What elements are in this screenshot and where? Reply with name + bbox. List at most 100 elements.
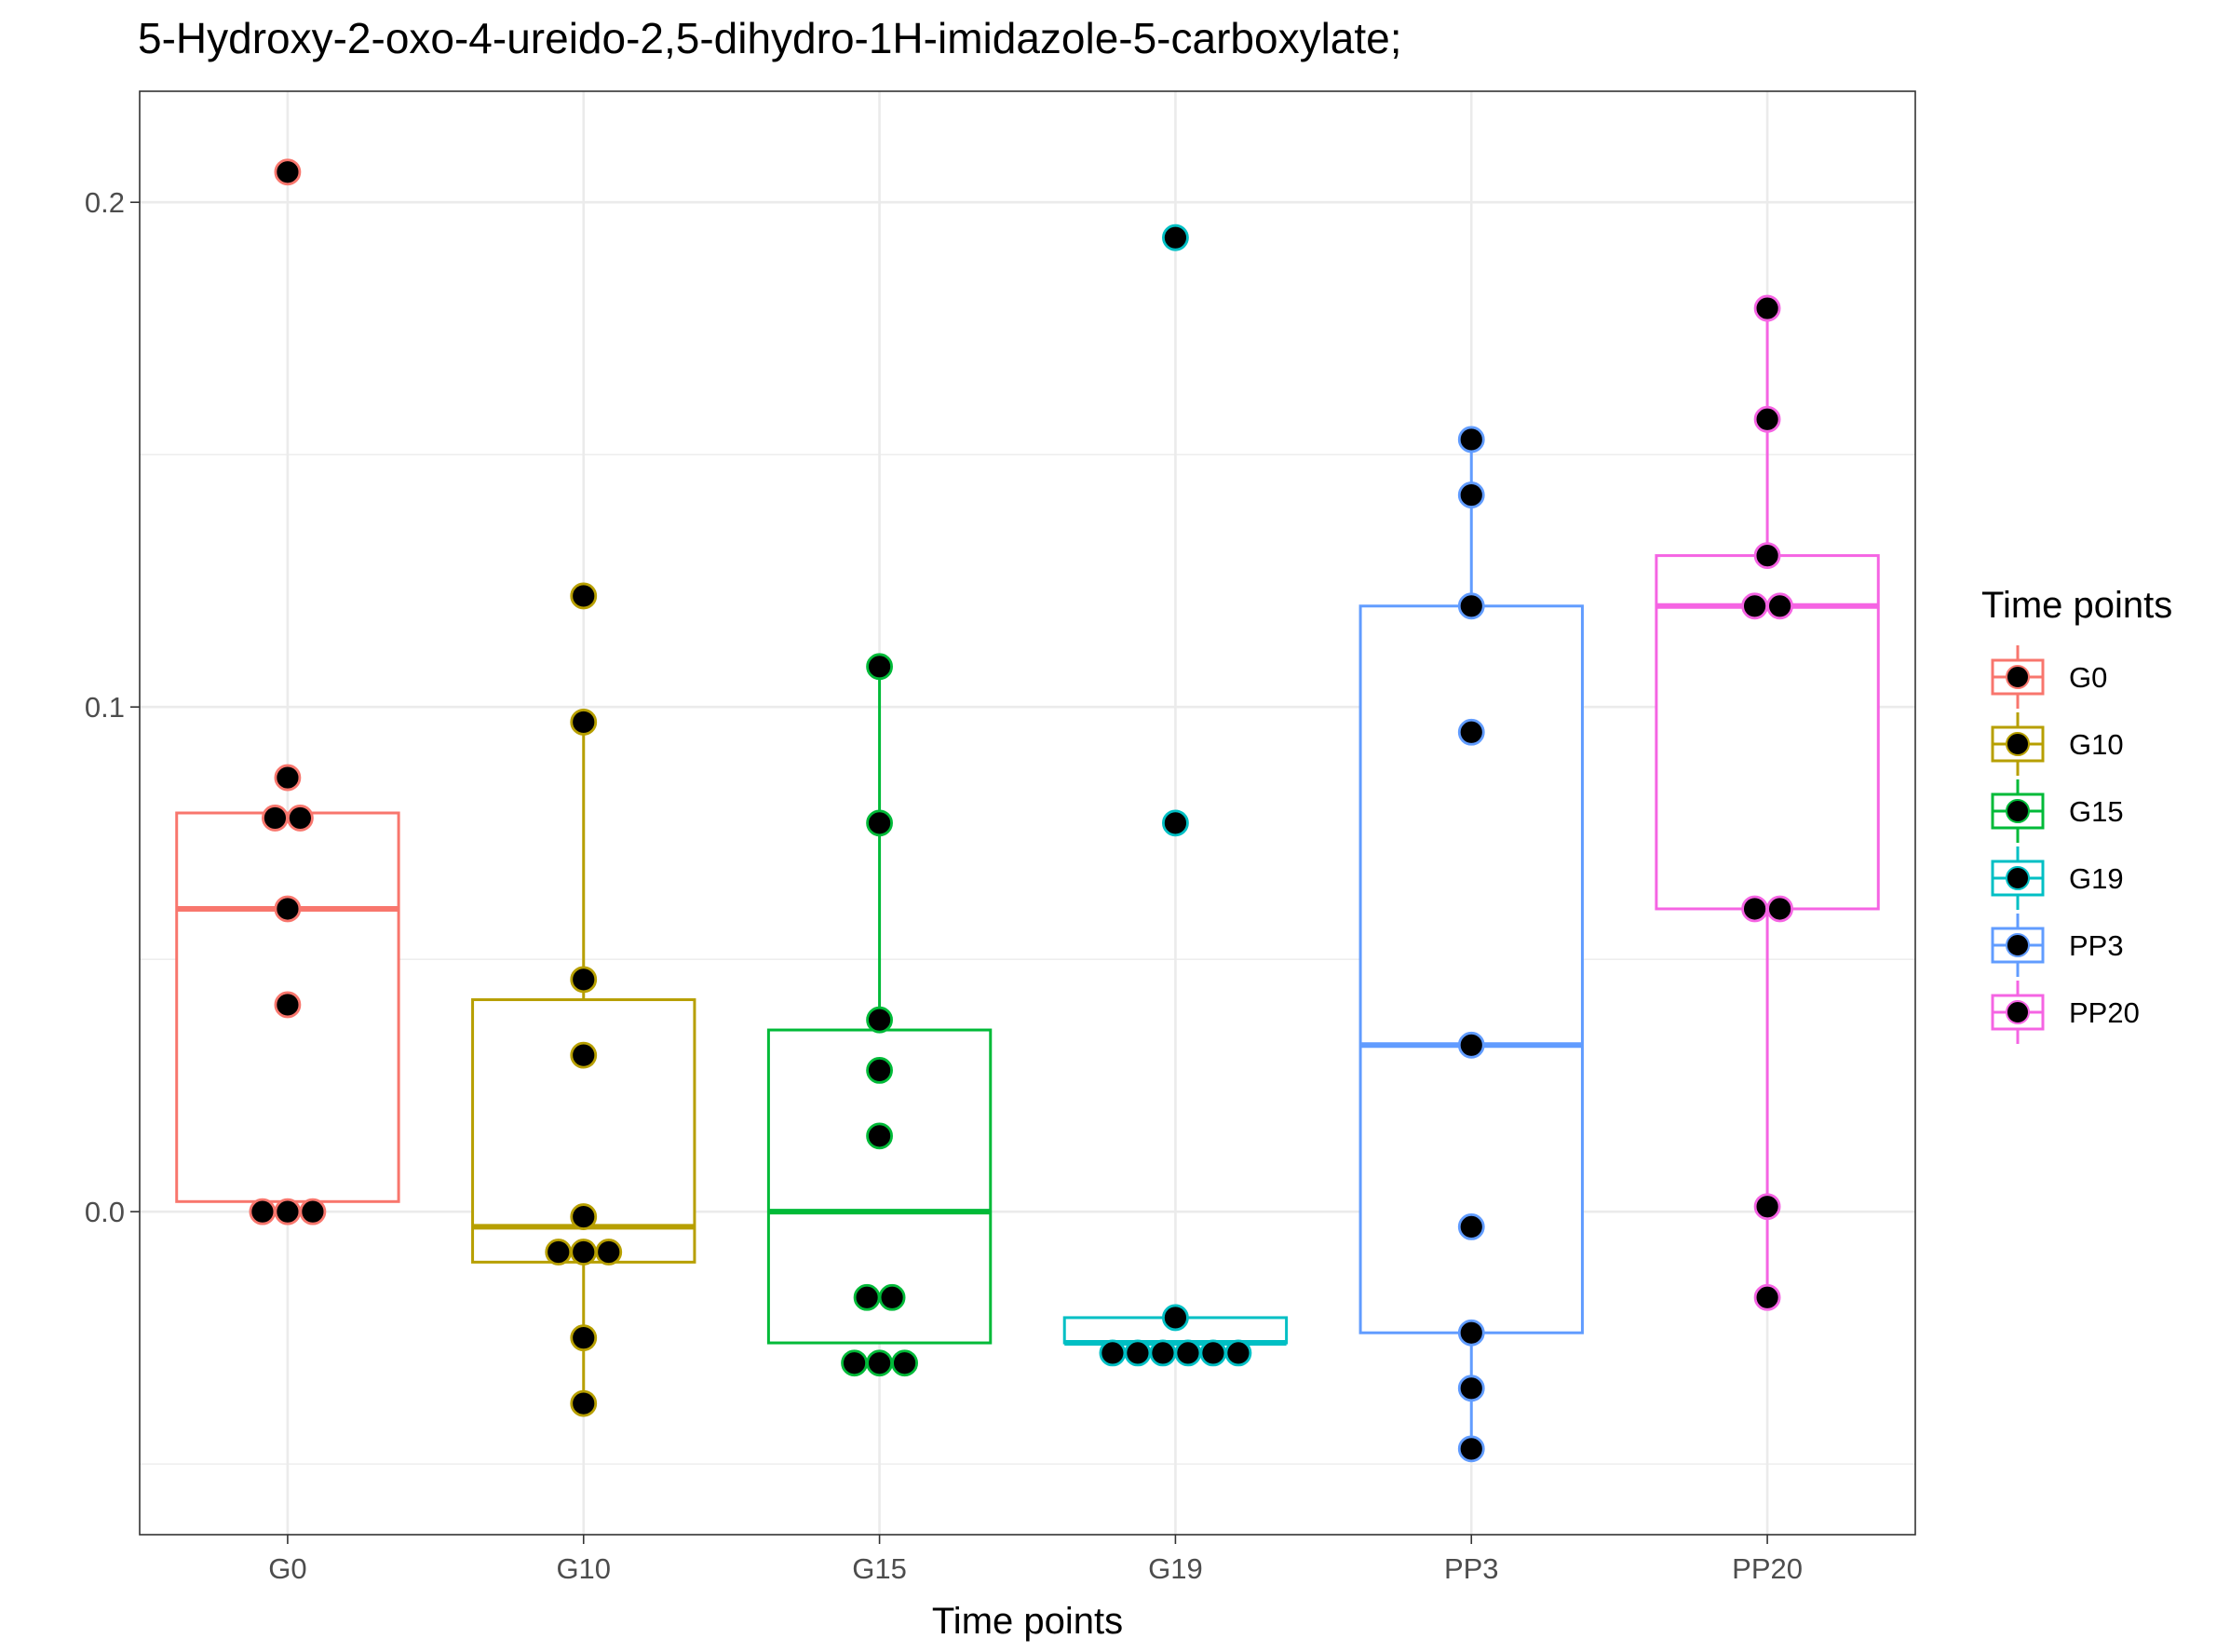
legend-key-point <box>2006 732 2030 756</box>
data-point <box>274 764 302 792</box>
y-tick-label: 0.1 <box>85 691 125 724</box>
data-point <box>1753 1283 1781 1311</box>
legend-label: G19 <box>2069 862 2124 895</box>
data-point <box>570 709 598 736</box>
y-tick-label: 0.2 <box>85 186 125 219</box>
data-point <box>570 1203 598 1230</box>
data-point <box>287 805 314 832</box>
points-pp20 <box>1741 294 1793 1311</box>
points-pp3 <box>1457 426 1485 1463</box>
box-g15 <box>766 666 993 1345</box>
data-point <box>1766 895 1793 923</box>
boxes <box>175 308 1880 1449</box>
data-point <box>1457 718 1485 746</box>
legend-label: PP3 <box>2069 929 2124 962</box>
data-point <box>274 1198 302 1225</box>
legend-item-pp20: PP20 <box>1991 981 2140 1044</box>
data-point <box>595 1239 623 1266</box>
legend-title: Time points <box>1981 585 2172 626</box>
grid <box>140 91 1915 1535</box>
data-point <box>866 653 893 681</box>
legend-key-point <box>2006 665 2030 689</box>
x-tick-label: G15 <box>852 1552 907 1585</box>
data-point <box>1741 895 1768 923</box>
data-point <box>866 1349 893 1377</box>
data-point <box>891 1349 918 1377</box>
data-point <box>1162 1304 1189 1332</box>
legend-item-g0: G0 <box>1991 645 2107 709</box>
data-point <box>878 1283 906 1311</box>
points-g10 <box>545 582 623 1417</box>
data-point <box>1753 294 1781 322</box>
x-tick-label: G10 <box>556 1552 611 1585</box>
legend-item-g15: G15 <box>1991 779 2124 843</box>
legend-key-point <box>2006 866 2030 890</box>
chart-title: 5-Hydroxy-2-oxo-4-ureido-2,5-dihydro-1H-… <box>138 14 1402 62</box>
box-pp3 <box>1358 439 1584 1449</box>
data-point <box>866 1056 893 1084</box>
legend-label: PP20 <box>2069 996 2140 1029</box>
data-point <box>570 1239 598 1266</box>
legend-label: G10 <box>2069 728 2124 761</box>
data-point <box>1174 1339 1202 1367</box>
data-point <box>1149 1339 1177 1367</box>
data-point <box>1753 542 1781 570</box>
x-tick-label: PP20 <box>1732 1552 1803 1585</box>
data-point <box>570 582 598 610</box>
x-axis-title: Time points <box>932 1601 1123 1642</box>
data-point <box>274 991 302 1019</box>
data-point <box>866 1122 893 1150</box>
legend-key-point <box>2006 1000 2030 1024</box>
data-point <box>1099 1339 1127 1367</box>
y-tick-label: 0.0 <box>85 1196 125 1228</box>
data-point <box>1224 1339 1252 1367</box>
data-point <box>249 1198 277 1225</box>
data-point <box>545 1239 573 1266</box>
data-point <box>570 966 598 994</box>
data-point <box>1753 405 1781 433</box>
data-point <box>1124 1339 1152 1367</box>
data-point <box>299 1198 327 1225</box>
data-point <box>274 895 302 923</box>
legend-item-g19: G19 <box>1991 846 2124 910</box>
legend-label: G0 <box>2069 661 2107 694</box>
data-point <box>1457 1435 1485 1463</box>
data-point <box>1457 1374 1485 1402</box>
data-point <box>1766 592 1793 620</box>
legend-item-pp3: PP3 <box>1991 914 2124 977</box>
box-pp20 <box>1655 308 1880 1298</box>
x-axis: G0 G10 G15 G19 PP3 PP20 <box>268 1535 1803 1585</box>
legend-key-point <box>2006 799 2030 823</box>
data-point <box>262 805 289 832</box>
data-point <box>1162 809 1189 837</box>
data-point <box>570 1324 598 1352</box>
points-g19 <box>1099 223 1252 1367</box>
points-g15 <box>841 653 918 1377</box>
data-point <box>1457 592 1485 620</box>
data-point <box>1199 1339 1227 1367</box>
points-g0 <box>249 158 327 1225</box>
x-tick-label: PP3 <box>1444 1552 1499 1585</box>
y-axis: 0.0 0.1 0.2 <box>85 186 140 1228</box>
data-point <box>1457 1031 1485 1059</box>
x-tick-label: G0 <box>268 1552 306 1585</box>
data-point <box>866 1006 893 1034</box>
legend-item-g10: G10 <box>1991 712 2124 776</box>
data-point <box>274 158 302 186</box>
legend-key-point <box>2006 933 2030 957</box>
legend: Time points G0 G10 G15 G19 PP3 PP20 <box>1981 585 2172 1044</box>
data-point <box>1457 1319 1485 1347</box>
data-point <box>841 1349 868 1377</box>
points <box>249 158 1793 1463</box>
data-point <box>1457 481 1485 508</box>
data-point <box>1753 1193 1781 1221</box>
box-rect <box>1655 554 1880 911</box>
data-point <box>853 1283 881 1311</box>
x-tick-label: G19 <box>1148 1552 1203 1585</box>
legend-label: G15 <box>2069 795 2124 828</box>
data-point <box>1741 592 1768 620</box>
data-point <box>866 809 893 837</box>
data-point <box>570 1389 598 1417</box>
panel-border <box>139 90 1916 1536</box>
